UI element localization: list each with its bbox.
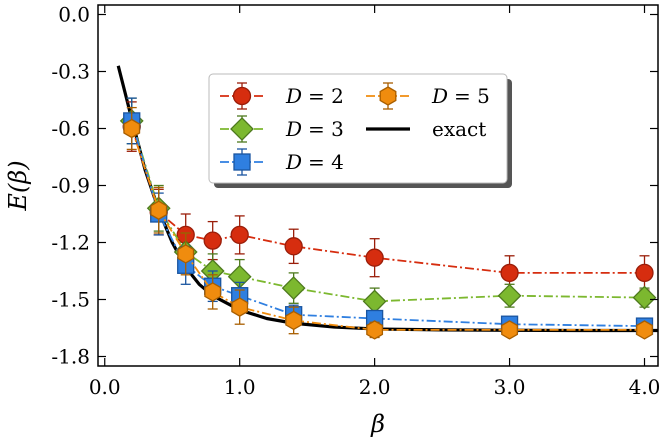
legend-var: D: [431, 84, 448, 108]
y-tick-label: -1.2: [51, 231, 90, 255]
data-point: [123, 118, 141, 139]
legend-value: = 5: [454, 84, 490, 108]
data-point: [285, 310, 303, 331]
y-tick-label: -1.5: [51, 288, 90, 312]
data-point: [497, 283, 522, 308]
data-point: [150, 200, 168, 220]
axes-ticks: 0.0 1.0 2.0 3.0 4.0 0.0 -0.3 -0.6 -0.9 -1.2 -1.5 -1…: [51, 3, 660, 400]
data-point: [177, 244, 195, 264]
y-tick-label: -1.8: [51, 345, 90, 369]
x-tick-label: 4.0: [629, 375, 661, 399]
data-point: [204, 282, 222, 302]
legend-entry: exact: [366, 117, 486, 141]
legend-var: D: [285, 150, 302, 174]
x-tick-label: 2.0: [359, 375, 391, 399]
data-point: [500, 263, 519, 283]
legend-value: exact: [432, 117, 486, 141]
legend-marker: [232, 86, 252, 106]
series-layer: [116, 65, 658, 340]
legend-value: = 4: [308, 150, 344, 174]
legend-var: D: [285, 84, 302, 108]
data-point: [366, 320, 384, 340]
data-point: [284, 237, 303, 256]
data-point: [230, 225, 249, 245]
legend-entry: D = 5: [366, 82, 490, 110]
legend-label: D = 2: [285, 84, 344, 108]
y-axis-label: E(β): [4, 160, 32, 211]
legend-marker: [379, 86, 397, 106]
x-tick-label: 0.0: [89, 375, 121, 399]
legend-entry: D = 3: [220, 115, 344, 143]
data-point: [501, 320, 519, 340]
y-tick-label: -0.9: [51, 174, 90, 198]
y-tick-label: -0.6: [51, 117, 90, 141]
x-tick-label: 3.0: [494, 375, 526, 399]
data-point: [231, 297, 249, 317]
series-line: [130, 120, 645, 303]
series-d5: [123, 106, 653, 340]
data-point: [365, 248, 384, 267]
legend-label: D = 3: [285, 117, 344, 141]
y-tick-label: -0.3: [51, 60, 90, 84]
legend-entry: D = 2: [220, 82, 344, 110]
series-line: [130, 128, 645, 331]
x-tick-label: 1.0: [224, 375, 256, 399]
legend-marker: [230, 117, 254, 141]
legend-value: = 2: [308, 84, 344, 108]
data-point: [203, 231, 222, 250]
x-axis-label: β: [370, 410, 385, 438]
data-point: [636, 320, 653, 340]
legend-label: exact: [432, 117, 486, 141]
legend-label: D = 4: [285, 150, 344, 174]
data-point: [362, 289, 387, 314]
legend-marker: [233, 153, 251, 171]
legend-label: D = 5: [431, 84, 490, 108]
data-point: [281, 276, 306, 301]
legend-entry: D = 4: [220, 148, 344, 176]
legend-value: = 3: [308, 117, 344, 141]
legend-box: [208, 73, 508, 184]
data-point: [632, 285, 657, 310]
y-tick-label: 0.0: [58, 3, 90, 27]
legend-var: D: [285, 117, 302, 141]
data-point: [635, 263, 654, 283]
